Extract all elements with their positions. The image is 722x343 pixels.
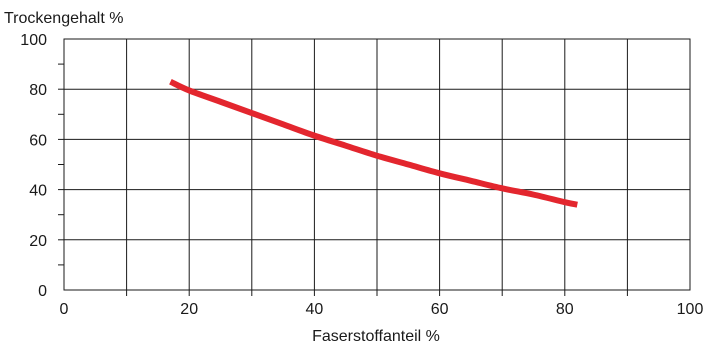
- grid: [64, 39, 690, 290]
- x-tick-label: 100: [677, 301, 704, 318]
- x-tick-label: 60: [431, 301, 449, 318]
- y-tick-label: 60: [29, 132, 47, 149]
- x-tick-label: 0: [60, 301, 69, 318]
- y-tick-label: 0: [38, 283, 47, 300]
- series-group: [169, 78, 578, 208]
- y-tick-label: 20: [29, 233, 47, 250]
- plot-frame: [63, 38, 691, 291]
- x-tick-label: 20: [180, 301, 198, 318]
- y-tick-label: 100: [20, 32, 47, 49]
- x-axis-title: Faserstoffanteil %: [312, 328, 440, 343]
- series-line-0: [169, 78, 578, 208]
- y-tick-label: 40: [29, 183, 47, 200]
- y-axis-title: Trockengehalt %: [4, 10, 123, 27]
- y-tick-label: 80: [29, 82, 47, 99]
- x-axis-ticks: 0 20 40 60 80 100: [60, 290, 704, 318]
- x-tick-label: 80: [556, 301, 574, 318]
- x-tick-label: 40: [306, 301, 324, 318]
- y-axis-ticks: 0 20 40 60 80 100: [20, 32, 64, 300]
